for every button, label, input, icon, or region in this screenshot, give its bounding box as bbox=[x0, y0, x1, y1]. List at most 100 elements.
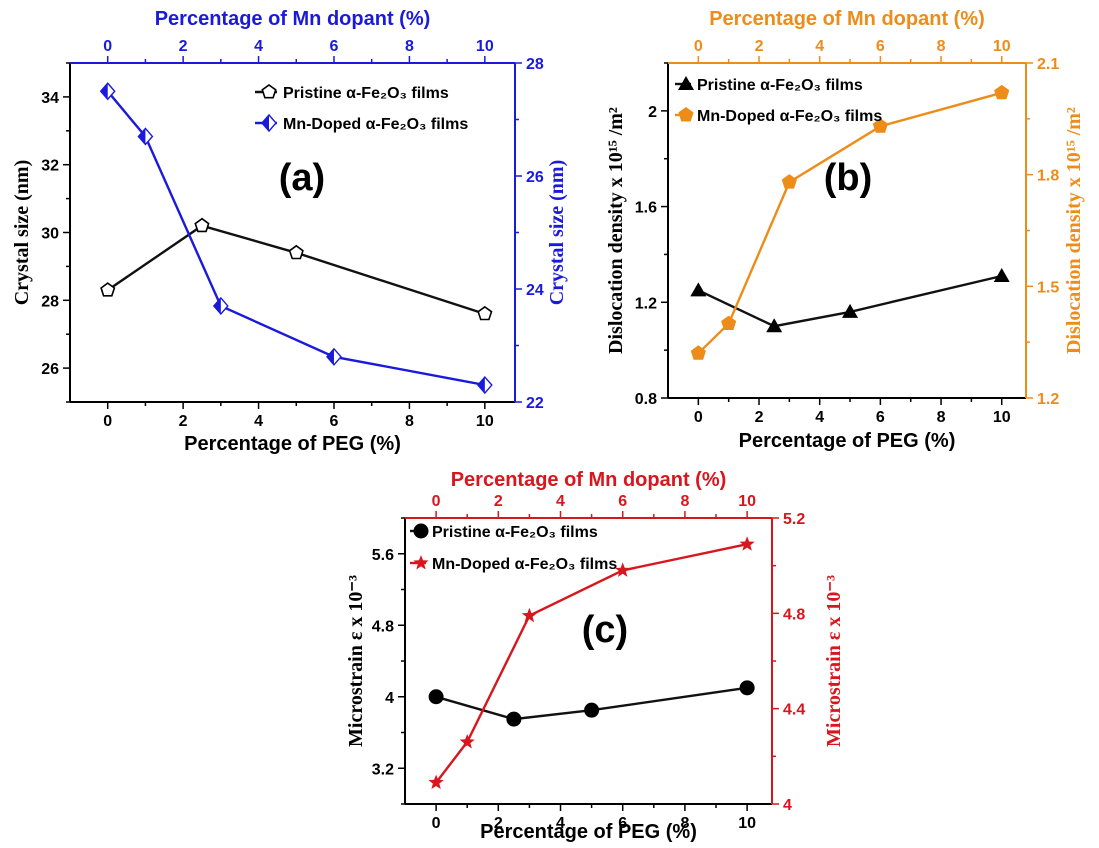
y-tick-label: 5.6 bbox=[372, 547, 394, 564]
y2-tick-label: 4 bbox=[783, 797, 792, 814]
y-tick-label: 3.2 bbox=[372, 761, 394, 778]
data-point-series-1 bbox=[690, 282, 707, 297]
chart-panel-a: 0 2 4 6 8 100 2 4 6 8 10262830323422242628Percenta… bbox=[11, 8, 568, 455]
legend-marker bbox=[413, 555, 429, 570]
data-point-series-1 bbox=[739, 680, 755, 696]
data-point-series-2 bbox=[739, 536, 755, 551]
y2-tick-label: 22 bbox=[526, 395, 544, 412]
y2-tick-label: 28 bbox=[526, 56, 544, 73]
data-point-series-2 bbox=[615, 562, 631, 577]
data-point-series-1 bbox=[194, 217, 210, 233]
y2-tick-label: 4.4 bbox=[783, 702, 805, 719]
x2-axis-label: Percentage of Mn dopant (%) bbox=[155, 8, 431, 30]
x-tick-label: 10 bbox=[738, 815, 756, 832]
data-point-series-2 bbox=[994, 84, 1010, 100]
series-line-2 bbox=[106, 90, 486, 387]
y-axis-label: Microstrain ε x 10⁻³ bbox=[345, 575, 367, 747]
data-point-series-1 bbox=[506, 711, 522, 727]
x2-tick-label: 4 bbox=[556, 493, 565, 510]
series-line-1 bbox=[435, 686, 748, 721]
data-point-series-1 bbox=[288, 244, 304, 260]
x-tick-label: 6 bbox=[618, 815, 627, 832]
legend-marker bbox=[261, 84, 277, 99]
x2-axis-label: Percentage of Mn dopant (%) bbox=[451, 469, 727, 491]
y-tick-label: 0.8 bbox=[635, 391, 657, 408]
y-tick-label: 32 bbox=[41, 158, 59, 175]
y2-tick-label: 1.2 bbox=[1037, 391, 1059, 408]
data-point-series-1 bbox=[766, 318, 783, 333]
x2-tick-label: 10 bbox=[476, 38, 494, 55]
y2-tick-label: 26 bbox=[526, 169, 544, 186]
x2-tick-label: 10 bbox=[738, 493, 756, 510]
x2-tick-label: 2 bbox=[494, 493, 503, 510]
y2-tick-label: 5.2 bbox=[783, 511, 805, 528]
x2-tick-label: 6 bbox=[618, 493, 627, 510]
panel-label: (c) bbox=[582, 609, 628, 651]
y2-tick-label: 1.5 bbox=[1037, 279, 1059, 296]
y2-axis-label: Microstrain ε x 10⁻³ bbox=[823, 575, 845, 747]
x2-tick-label: 8 bbox=[937, 38, 946, 55]
data-point-series-2 bbox=[459, 734, 475, 749]
legend-label: Pristine α-Fe₂O₃ films bbox=[697, 77, 863, 94]
x-tick-label: 8 bbox=[405, 413, 414, 430]
chart-panel-b: 0 2 4 6 8 10 0 2 4 6 8 10 0.8 1.2 1.6 2 1.2 1.5 1.8 2.1 Perc… bbox=[605, 8, 1085, 452]
x-tick-label: 2 bbox=[494, 815, 503, 832]
x-tick-label: 10 bbox=[993, 409, 1011, 426]
series-line-1 bbox=[107, 224, 486, 316]
data-point-series-1 bbox=[584, 702, 600, 718]
x-tick-label: 4 bbox=[556, 815, 565, 832]
legend-label: Mn-Doped α-Fe₂O₃ films bbox=[432, 556, 617, 573]
x-tick-label: 8 bbox=[937, 409, 946, 426]
legend-label: Pristine α-Fe₂O₃ films bbox=[283, 85, 449, 102]
legend-entry-2: Mn-Doped α-Fe₂O₃ films bbox=[410, 555, 617, 573]
y-tick-label: 26 bbox=[41, 361, 59, 378]
data-point-series-2 bbox=[428, 774, 444, 789]
data-point-series-1 bbox=[993, 267, 1010, 282]
y2-axis-label: Crystal size (nm) bbox=[546, 160, 568, 306]
x2-tick-label: 2 bbox=[755, 38, 764, 55]
legend-label: Mn-Doped α-Fe₂O₃ films bbox=[283, 116, 468, 133]
x2-tick-label: 0 bbox=[103, 38, 112, 55]
x-tick-label: 0 bbox=[432, 815, 441, 832]
x2-axis-label: Percentage of Mn dopant (%) bbox=[709, 8, 985, 30]
x-tick-label: 6 bbox=[330, 413, 339, 430]
chart-panel-c: 0 2 4 6 8 10 0 2 4 6 8 10 3.2 4 4.8 5.6 4 4.4 4.8 5.2 Percen… bbox=[345, 469, 845, 843]
x2-tick-label: 4 bbox=[815, 38, 824, 55]
y-tick-label: 1.6 bbox=[635, 200, 657, 217]
x-tick-label: 8 bbox=[680, 815, 689, 832]
legend-entry-1: Pristine α-Fe₂O₃ films bbox=[410, 523, 598, 541]
x-tick-label: 10 bbox=[476, 413, 494, 430]
data-point-series-2 bbox=[521, 607, 537, 623]
legend-entry-2: Mn-Doped α-Fe₂O₃ films bbox=[675, 107, 882, 125]
y-tick-label: 30 bbox=[41, 226, 59, 243]
x2-tick-label: 10 bbox=[993, 38, 1011, 55]
data-point-series-2 bbox=[872, 118, 888, 133]
x-tick-label: 0 bbox=[694, 409, 703, 426]
x-tick-label: 4 bbox=[815, 409, 824, 426]
data-point-series-1 bbox=[428, 689, 444, 705]
data-point-series-2 bbox=[781, 174, 797, 189]
panel-label: (b) bbox=[824, 157, 873, 199]
x2-tick-label: 0 bbox=[694, 38, 703, 55]
x-tick-label: 2 bbox=[755, 409, 764, 426]
x2-tick-label: 8 bbox=[405, 38, 414, 55]
y-tick-label: 1.2 bbox=[635, 295, 657, 312]
data-point-series-2 bbox=[690, 345, 706, 360]
x-tick-label: 4 bbox=[254, 413, 263, 430]
y-axis-label: Dislocation density x 10¹⁵ /m² bbox=[605, 107, 627, 354]
x-axis-label: Percentage of PEG (%) bbox=[739, 430, 956, 452]
legend-marker bbox=[678, 76, 694, 90]
legend-entry-1: Pristine α-Fe₂O₃ films bbox=[255, 84, 449, 102]
x2-tick-label: 4 bbox=[254, 38, 263, 55]
y2-tick-label: 2.1 bbox=[1037, 56, 1059, 73]
legend-marker bbox=[413, 523, 429, 539]
x-tick-label: 6 bbox=[876, 409, 885, 426]
x-axis-label: Percentage of PEG (%) bbox=[480, 821, 697, 843]
y2-tick-label: 4.8 bbox=[783, 606, 805, 623]
data-point-series-1 bbox=[842, 303, 859, 318]
y-tick-label: 4.8 bbox=[372, 618, 394, 635]
legend-entry-1: Pristine α-Fe₂O₃ films bbox=[675, 76, 863, 94]
data-point-series-2 bbox=[721, 315, 737, 331]
legend-label: Pristine α-Fe₂O₃ films bbox=[432, 524, 598, 541]
